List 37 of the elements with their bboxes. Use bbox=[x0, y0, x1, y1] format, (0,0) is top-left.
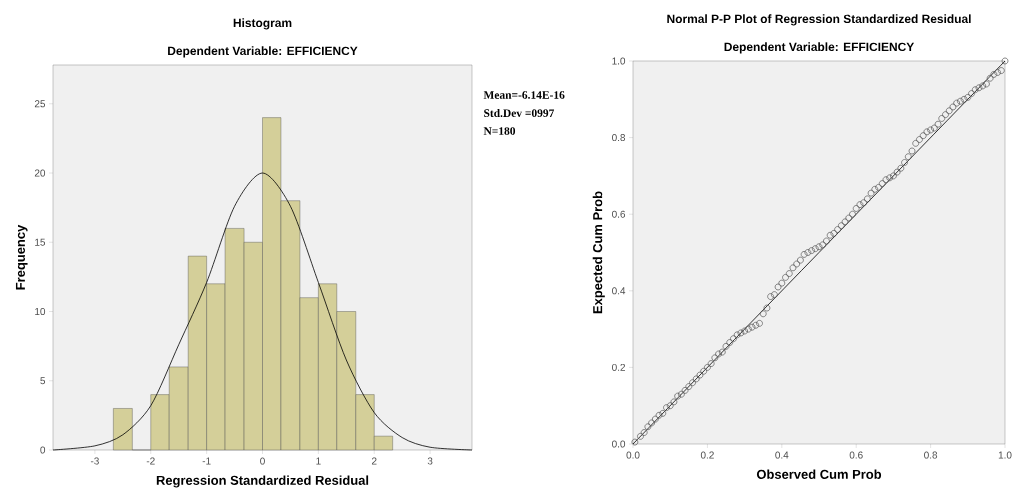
line-series bbox=[52, 172, 473, 451]
x-tick-label: 0.0 bbox=[626, 451, 640, 459]
x-tick-label: 0.4 bbox=[775, 451, 789, 459]
x-tick-label: -2 bbox=[146, 457, 155, 465]
text: Std.Dev =0997 bbox=[484, 108, 555, 118]
x-tick-label: 0.2 bbox=[700, 451, 714, 459]
x-tick-label: 2 bbox=[371, 457, 377, 465]
y-tick-label: 0.6 bbox=[612, 210, 626, 218]
x-tick-label: 1.0 bbox=[998, 451, 1012, 459]
y-tick-label: 10 bbox=[35, 307, 46, 316]
text: N=180 bbox=[483, 127, 516, 135]
x-tick-label: 0.8 bbox=[924, 451, 938, 459]
y-tick-label: 25 bbox=[34, 100, 46, 108]
y-tick-label: 15 bbox=[35, 238, 46, 246]
y-axis-title: Expected Cum Prob bbox=[592, 191, 605, 314]
x-tick-label: -1 bbox=[202, 457, 211, 465]
y-tick-label: 0.4 bbox=[612, 287, 626, 295]
x-tick-label: 0 bbox=[260, 457, 265, 465]
chart-title: Normal P-P Plot of Regression Standardized Residual bbox=[667, 14, 971, 26]
y-tick-label: 5 bbox=[40, 377, 46, 385]
x-tick-label: 0.6 bbox=[849, 451, 863, 459]
x-tick-label: 1 bbox=[316, 457, 321, 465]
y-tick-label: 1.0 bbox=[612, 57, 626, 65]
x-tick-label: -3 bbox=[90, 457, 99, 465]
text: Mean=-6.14E-16 bbox=[483, 91, 565, 99]
y-tick-label: 0.8 bbox=[612, 134, 626, 142]
y-tick-label: 0.0 bbox=[612, 440, 626, 448]
x-axis-title: Regression Standardized Residual bbox=[156, 475, 369, 488]
y-axis-title: Frequency bbox=[15, 224, 28, 290]
chart-subtitle: Dependent Variable: EFFICIENCY bbox=[168, 46, 358, 58]
x-axis-title: Observed Cum Prob bbox=[756, 469, 882, 479]
x-tick-label: 3 bbox=[427, 457, 433, 465]
chart-title: Histogram bbox=[233, 18, 292, 30]
chart-subtitle: Dependent Variable: EFFICIENCY bbox=[724, 42, 915, 54]
y-tick-label: 0 bbox=[40, 446, 46, 454]
y-tick-label: 0.2 bbox=[612, 363, 625, 371]
y-tick-label: 20 bbox=[34, 169, 46, 177]
